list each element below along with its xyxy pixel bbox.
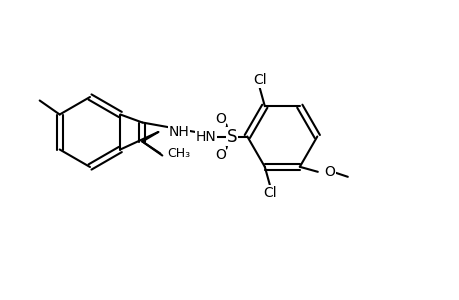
Text: O: O: [214, 148, 225, 161]
Text: Cl: Cl: [252, 73, 266, 87]
Text: O: O: [214, 112, 225, 125]
Text: O: O: [324, 165, 335, 179]
Text: NH: NH: [168, 125, 189, 139]
Text: HN: HN: [196, 130, 216, 143]
Text: CH₃: CH₃: [167, 147, 190, 160]
Text: S: S: [227, 128, 237, 146]
Text: Cl: Cl: [263, 186, 276, 200]
